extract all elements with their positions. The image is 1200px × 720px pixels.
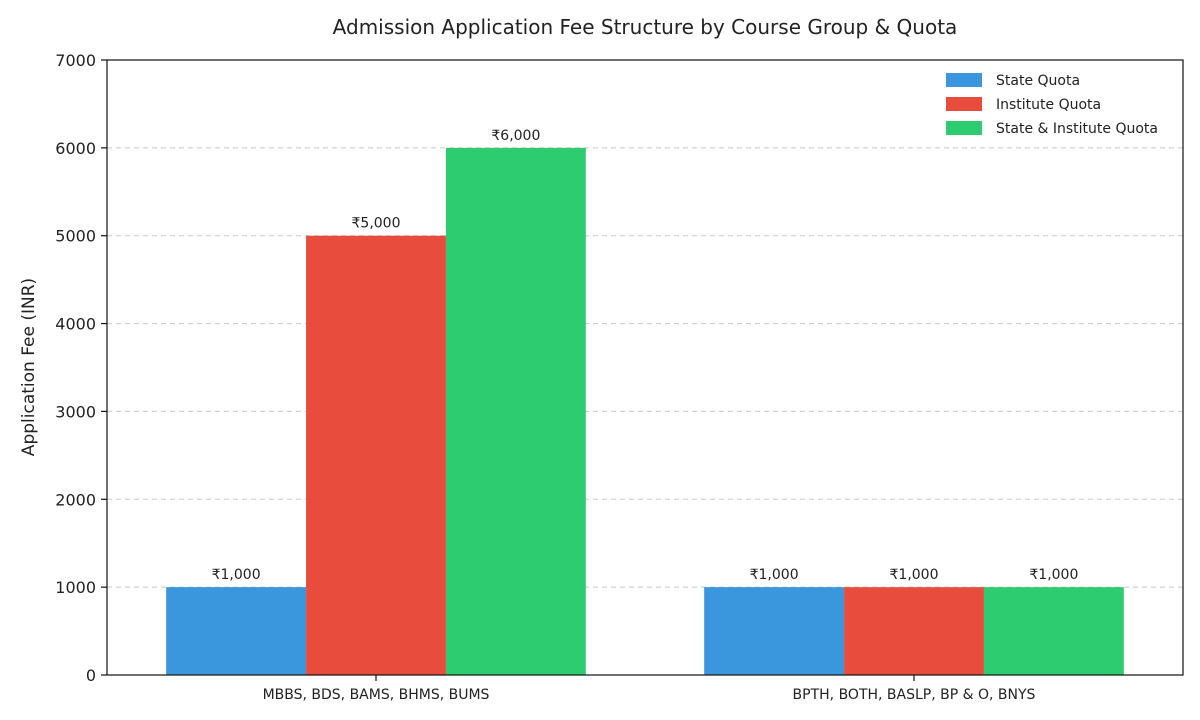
legend-swatch: [946, 73, 982, 87]
bar: [844, 587, 984, 675]
bar-value-label: ₹1,000: [1029, 567, 1078, 583]
y-tick-label: 7000: [55, 51, 96, 70]
bar-value-label: ₹1,000: [750, 567, 799, 583]
legend-swatch: [946, 121, 982, 135]
legend-label: State & Institute Quota: [996, 121, 1158, 137]
bar: [445, 147, 586, 675]
y-axis-label: Application Fee (INR): [19, 278, 39, 456]
bars: [166, 147, 1124, 675]
bar: [983, 587, 1124, 675]
x-tick-label: BPTH, BOTH, BASLP, BP & O, BNYS: [793, 687, 1036, 703]
legend-label: State Quota: [996, 73, 1080, 89]
y-tick-label: 6000: [55, 139, 96, 158]
data-labels: ₹1,000 ₹5,000 ₹6,000 ₹1,000 ₹1,000 ₹1,000: [212, 128, 1079, 583]
gridlines: [107, 147, 1183, 588]
plot-area-frame: [106, 59, 1184, 676]
bar-value-label: ₹1,000: [890, 567, 939, 583]
legend-swatch: [946, 97, 982, 111]
y-tick-label: 4000: [55, 315, 96, 334]
x-tick-label: MBBS, BDS, BAMS, BHMS, BUMS: [263, 687, 490, 703]
y-tick-label: 2000: [55, 490, 96, 509]
y-tick-label: 5000: [55, 227, 96, 246]
bar: [306, 235, 446, 675]
y-tick-label: 3000: [55, 402, 96, 421]
chart-title: Admission Application Fee Structure by C…: [333, 15, 958, 39]
bar-value-label: ₹5,000: [352, 216, 401, 232]
bar-value-label: ₹6,000: [491, 128, 540, 144]
legend-label: Institute Quota: [996, 97, 1101, 113]
y-axis-ticks: 0 1000 2000 3000 4000 5000 6000 7000: [55, 51, 107, 685]
bar: [704, 587, 845, 675]
legend: State Quota Institute Quota State & Instit…: [946, 73, 1158, 137]
y-tick-label: 1000: [55, 578, 96, 597]
bar-value-label: ₹1,000: [212, 567, 261, 583]
y-tick-label: 0: [86, 666, 96, 685]
bar: [166, 587, 307, 675]
x-axis-ticks: MBBS, BDS, BAMS, BHMS, BUMS BPTH, BOTH, B…: [263, 675, 1036, 703]
